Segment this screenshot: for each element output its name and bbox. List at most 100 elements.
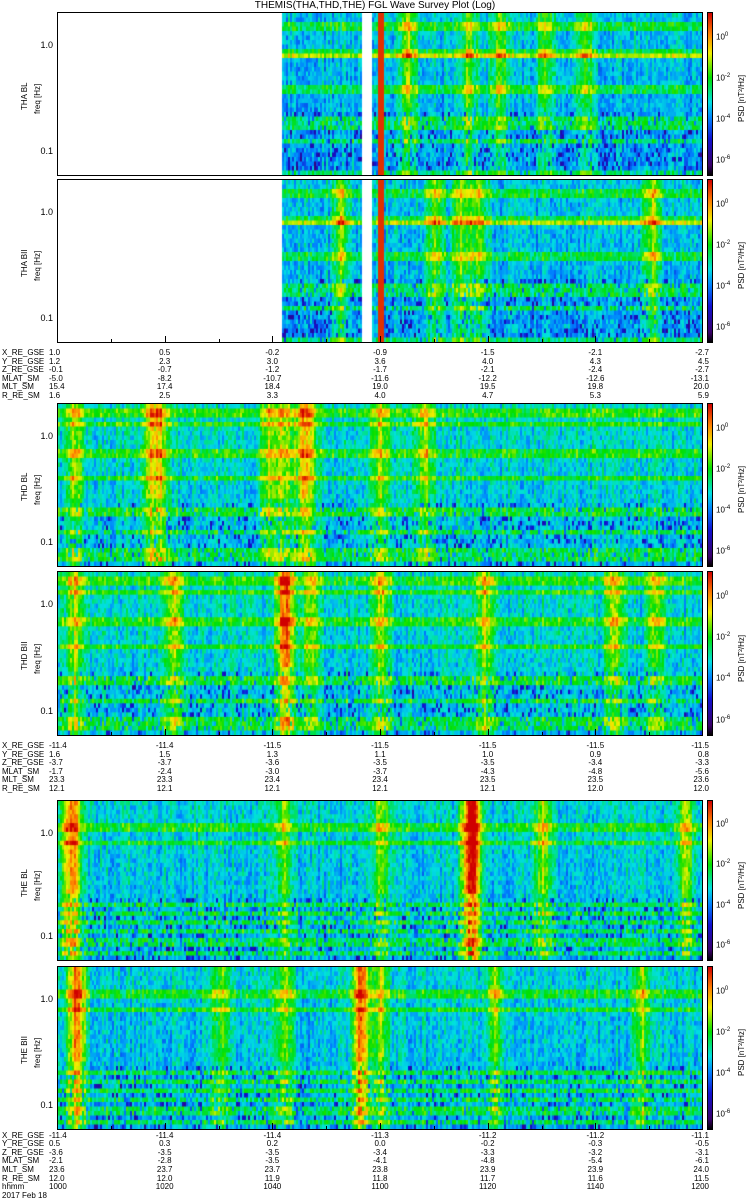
time-tick (57, 336, 58, 343)
ephem-value: 3.0 (266, 356, 278, 366)
time-tick (433, 339, 435, 343)
time-tick (57, 729, 58, 736)
ephem-value: -3.6 (49, 1147, 63, 1157)
y-tick-label: 1.0 (40, 40, 53, 51)
ephem-value: 1.6 (49, 749, 61, 759)
colorbar-tick-label: 10-6 (716, 154, 731, 165)
y-axis-unit: freq [Hz] (33, 250, 42, 281)
time-tick (57, 1123, 58, 1130)
ephem-value: 15.4 (49, 382, 65, 392)
y-axis-label: THD BII (20, 641, 29, 670)
ephem-label: X_RE_GSE (2, 1130, 45, 1140)
y-tick-label: 1.0 (40, 599, 53, 610)
colorbar-tick-label: 10-4 (716, 280, 731, 291)
colorbar (707, 179, 713, 343)
ephem-value: -3.5 (480, 758, 495, 768)
ephem-label: hhmm (2, 1182, 25, 1192)
ephem-value: 23.6 (49, 1164, 65, 1174)
ephem-value: 11.9 (264, 1173, 280, 1183)
ephem-value: 4.7 (482, 391, 494, 400)
colorbar-tick-label: 10-6 (716, 1108, 731, 1119)
ephem-value: 19.0 (372, 382, 388, 392)
ephem-value: -3.7 (157, 758, 172, 768)
ephem-value: 12.1 (372, 784, 388, 793)
ephem-value: 0.5 (159, 348, 171, 357)
colorbar-tick-label: 10-6 (716, 545, 731, 556)
ephem-value: 23.8 (372, 1164, 388, 1174)
ephem-value: -11.3 (371, 1130, 389, 1140)
time-tick (380, 336, 381, 343)
ephem-value: -11.4 (49, 741, 67, 750)
ephem-value: 17.4 (156, 382, 173, 392)
colorbar-label: PSD [nT²/Hz] (737, 1028, 746, 1076)
ephem-value: 4.0 (374, 391, 386, 400)
ephem-value: 23.5 (587, 775, 604, 785)
colorbar-tick-label: 10-2 (716, 632, 731, 642)
ephem-value: -2.4 (588, 365, 603, 375)
ephem-value: 23.7 (264, 1164, 281, 1174)
ephem-value: -0.9 (373, 348, 387, 357)
ephem-value: -2.1 (49, 1156, 63, 1166)
ephem-value: 5.9 (697, 391, 709, 400)
ephem-value: 23.4 (264, 775, 281, 785)
time-tick (164, 1123, 166, 1130)
y-axis-label: THA BL (20, 82, 29, 110)
colorbar (707, 571, 713, 736)
ephem-value: -11.4 (155, 741, 174, 750)
ephem-value: 3.6 (374, 356, 386, 366)
ephem-value: 1020 (155, 1182, 174, 1192)
time-tick (110, 732, 112, 736)
colorbar-tick-label: 100 (716, 985, 729, 996)
ephem-value: -1.7 (49, 766, 63, 776)
ephem-value: -1.2 (265, 365, 280, 375)
colorbar-tick-label: 10-2 (716, 463, 731, 474)
ephem-value: -11.5 (691, 741, 709, 750)
ephem-value: 12.0 (156, 1173, 173, 1183)
colorbar-tick-label: 10-4 (716, 504, 731, 515)
ephem-label: Y_RE_GSE (2, 356, 45, 366)
ephem-value: -3.0 (265, 766, 280, 776)
ephem-value: -2.7 (695, 365, 709, 375)
y-tick-label: 1.0 (40, 431, 53, 442)
ephem-value: 19.5 (479, 382, 496, 392)
ephem-value: 4.3 (589, 356, 601, 366)
ephem-value: -11.4 (263, 1130, 282, 1140)
ephem-value: -0.2 (265, 348, 280, 357)
ephem-value: 23.4 (372, 775, 388, 785)
ephem-value: -5.4 (588, 1156, 603, 1166)
y-axis-label: THD BL (20, 472, 29, 501)
colorbar-tick-label: 10-4 (716, 113, 731, 124)
colorbar-tick-label: 10-4 (716, 899, 731, 910)
y-axis-label: THE BII (20, 1035, 29, 1064)
colorbar (707, 800, 713, 961)
spectrogram-canvas (58, 13, 702, 175)
ephem-value: -3.5 (373, 758, 387, 768)
ephem-value: 18.4 (264, 382, 281, 392)
ephem-value: 1.3 (266, 749, 278, 759)
ephem-value: -11.4 (49, 1130, 67, 1140)
colorbar (707, 966, 713, 1130)
ephem-value: -0.2 (480, 1139, 495, 1149)
ephem-label: MLAT_SM (2, 373, 40, 383)
y-axis-unit: freq [Hz] (33, 870, 42, 901)
spectrogram-canvas (58, 572, 702, 735)
colorbar-label: PSD [nT²/Hz] (737, 74, 746, 122)
ephem-value: 12.0 (693, 784, 709, 793)
ephem-value: -8.2 (157, 373, 172, 383)
ephem-value: -3.4 (588, 758, 603, 768)
ephem-value: 0.5 (49, 1139, 61, 1149)
y-tick-label: 0.1 (40, 1099, 53, 1110)
y-axis-unit: freq [Hz] (33, 643, 42, 674)
ephem-value: 23.7 (156, 1164, 173, 1174)
ephem-value: -4.8 (480, 1156, 495, 1166)
colorbar-tick-label: 100 (716, 31, 729, 42)
ephem-value: -3.4 (373, 1147, 387, 1157)
time-tick (110, 339, 112, 343)
y-tick-label: 0.1 (40, 931, 53, 942)
ephem-value: -3.6 (265, 758, 280, 768)
spectrogram-the-bii (57, 966, 703, 1130)
ephem-value: -3.1 (695, 1147, 709, 1157)
ephem-value: -0.5 (695, 1139, 709, 1149)
colorbar (707, 403, 713, 567)
